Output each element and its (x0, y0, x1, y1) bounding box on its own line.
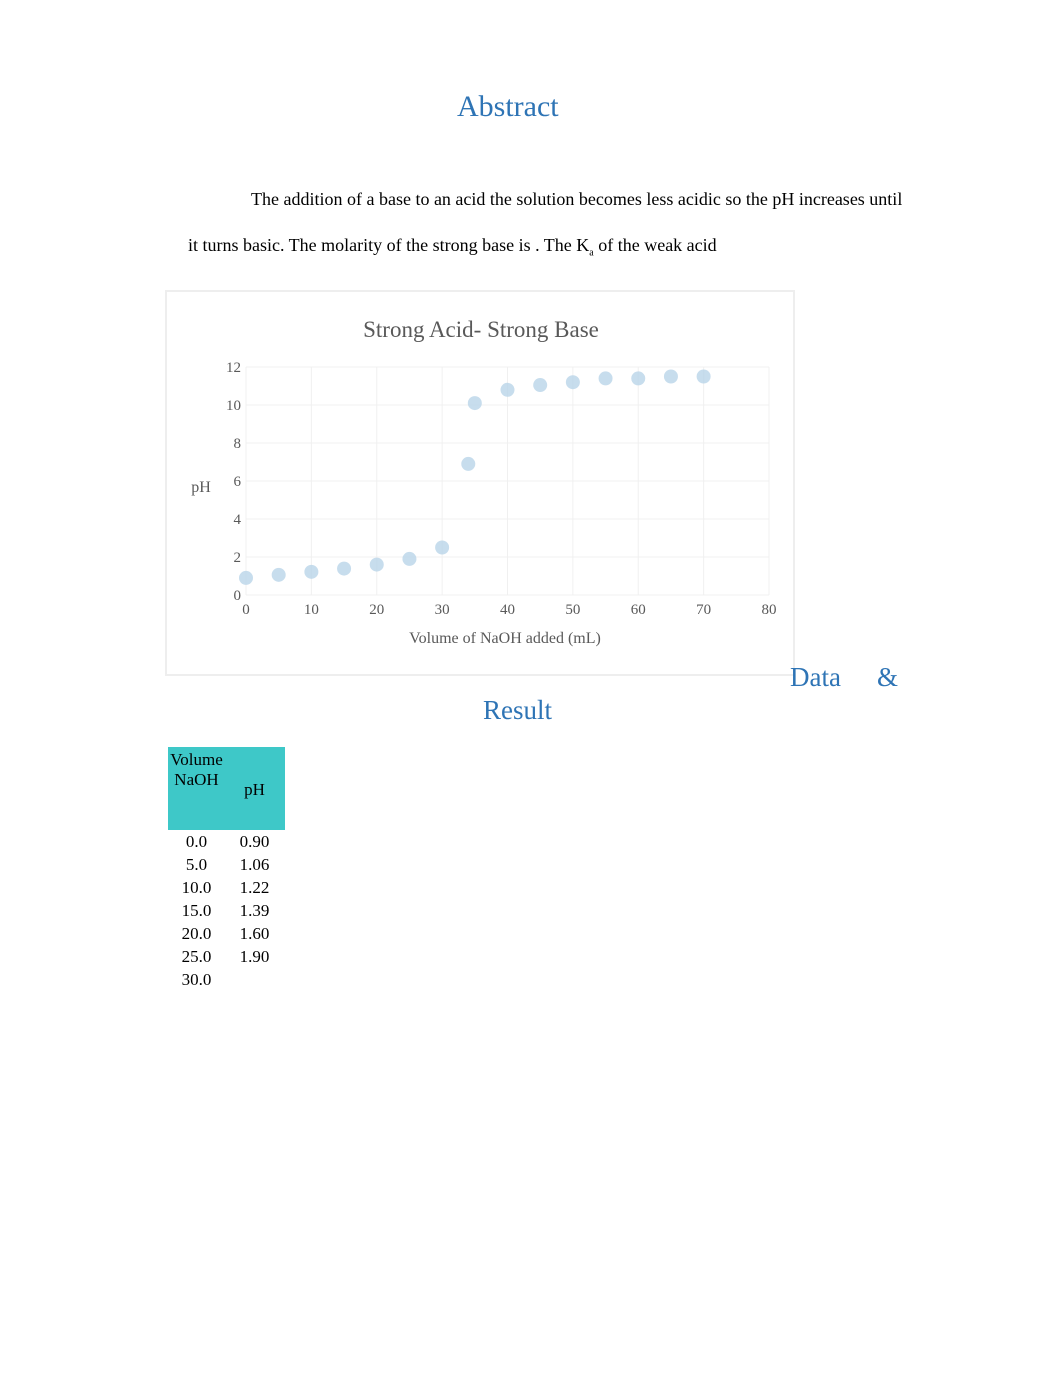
data-point (271, 567, 286, 582)
y-tick-label: 2 (234, 550, 242, 566)
data-point (304, 564, 319, 579)
table-cell: 1.39 (239, 901, 270, 920)
y-tick-label: 6 (234, 474, 242, 490)
table-header: Volume NaOH (170, 750, 223, 789)
table-cell: 20.0 (181, 924, 212, 943)
paragraph-text: of the weak acid (593, 235, 717, 255)
table-cell: 1.06 (239, 855, 270, 874)
heading: Abstract (457, 90, 559, 123)
data-point (565, 375, 580, 390)
section-heading-text: & (876, 662, 898, 692)
x-tick-label: 60 (631, 602, 646, 618)
table-cell: 15.0 (181, 901, 212, 920)
paragraph-text: The addition of a base to an acid the so… (188, 189, 903, 255)
data-point (461, 456, 476, 471)
paragraph: The addition of a base to an acid the so… (188, 176, 908, 277)
table-cell: 1.60 (239, 924, 270, 943)
x-tick-label: 50 (565, 602, 580, 618)
x-tick-label: 10 (304, 602, 319, 618)
chart: Strong Acid- Strong Base pH Volume of Na… (165, 290, 795, 676)
table-cell: 5.0 (185, 855, 208, 874)
y-axis-label: pH (191, 479, 211, 496)
table-cell: 1.22 (239, 878, 270, 897)
data-point (631, 371, 646, 386)
chart-frame (165, 290, 795, 676)
table-cell: 30.0 (181, 970, 212, 989)
subscript: a (589, 247, 594, 259)
x-tick-label: 80 (762, 602, 777, 618)
section-heading: Data & (790, 662, 898, 693)
section-heading-text: Data (790, 662, 841, 692)
data-point (598, 371, 613, 386)
data-point (239, 570, 253, 585)
y-tick-label: 0 (234, 588, 242, 604)
data-point (369, 557, 384, 572)
table-cell: 25.0 (181, 947, 212, 966)
table-cell: 0.90 (239, 832, 270, 851)
data-point (696, 369, 711, 384)
y-tick-label: 4 (234, 512, 242, 528)
y-tick-label: 12 (226, 360, 241, 376)
x-tick-label: 30 (435, 602, 450, 618)
x-tick-label: 70 (696, 602, 711, 618)
data-point (533, 378, 548, 393)
chart-title: Strong Acid- Strong Base (363, 317, 599, 342)
x-tick-label: 40 (500, 602, 515, 618)
table-header-bg (168, 747, 285, 830)
x-axis-label: Volume of NaOH added (mL) (409, 630, 601, 647)
table-cell: 10.0 (181, 878, 212, 897)
data-point (337, 561, 352, 576)
section-heading: Result (483, 695, 553, 725)
y-tick-label: 10 (226, 398, 241, 414)
y-tick-label: 8 (234, 436, 242, 452)
table-cell: 1.90 (239, 947, 270, 966)
data-point (435, 540, 450, 555)
x-tick-label: 20 (369, 602, 384, 618)
data-point (663, 369, 678, 384)
data-point (500, 382, 515, 397)
table-header: pH (244, 780, 265, 799)
table-cell: 0.0 (185, 832, 208, 851)
data-point (402, 551, 417, 566)
data-point (467, 396, 482, 411)
x-tick-label: 0 (242, 602, 250, 618)
